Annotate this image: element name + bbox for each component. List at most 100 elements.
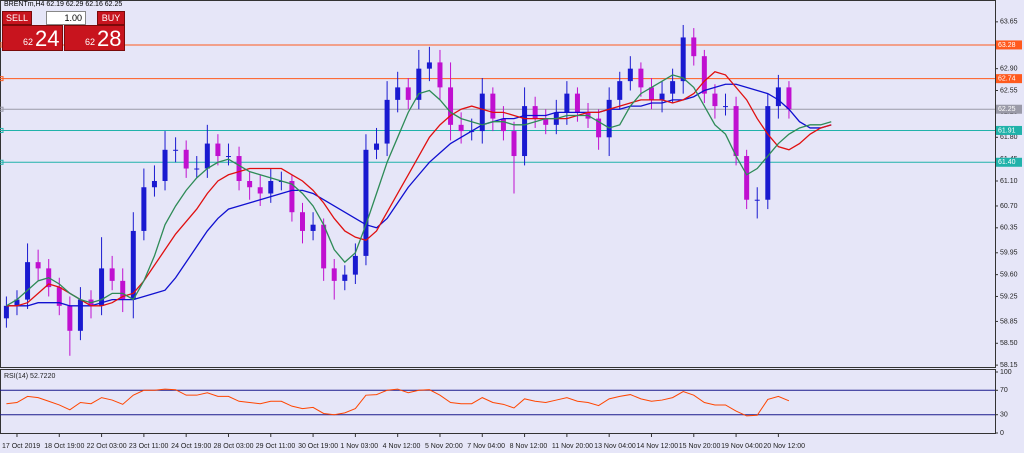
x-tick-label: 19 Nov 04:00 [721, 443, 763, 450]
candle-body [522, 106, 528, 157]
rsi-tick-label: 0 [1000, 430, 1004, 437]
candle-body [564, 93, 570, 113]
candle-body [670, 81, 676, 94]
moving-average [6, 83, 832, 307]
candle-body [173, 149, 179, 151]
candle-body [627, 68, 633, 82]
candle-body [744, 156, 750, 200]
candle-body [77, 299, 83, 331]
candle-body [363, 149, 369, 256]
buy-button[interactable]: BUY [97, 11, 125, 25]
sell-price-big: 24 [35, 26, 60, 51]
rsi-pane [0, 369, 996, 434]
candle-body [120, 280, 126, 300]
candle-body [500, 118, 506, 132]
candle-body [426, 62, 432, 69]
y-tick-label: 59.60 [1000, 271, 1018, 278]
sell-price-small: 62 [23, 37, 34, 47]
rsi-tick-label: 70 [1000, 387, 1008, 394]
buy-price[interactable]: 62 28 [64, 25, 125, 51]
candle-body [648, 87, 654, 100]
candle-body [35, 262, 41, 269]
candle-body [342, 274, 348, 281]
rsi-label: RSI(14) 52.7220 [4, 373, 55, 380]
rsi-tick-label: 30 [1000, 412, 1008, 419]
x-tick-label: 14 Nov 12:00 [636, 443, 678, 450]
sell-button[interactable]: SELL [2, 11, 32, 25]
candle-body [405, 87, 411, 100]
x-tick-label: 13 Nov 04:00 [594, 443, 636, 450]
y-tick-label: 58.85 [1000, 318, 1018, 325]
candle-body [99, 268, 105, 306]
x-tick-label: 22 Oct 03:00 [87, 443, 127, 450]
candle-body [532, 106, 538, 119]
price-level-box [996, 40, 1022, 50]
candle-body [786, 87, 792, 110]
candle-body [257, 187, 263, 194]
candle-body [596, 118, 602, 138]
candle-body [162, 149, 168, 182]
candle-body [321, 224, 327, 269]
level-marker [0, 76, 4, 82]
candle-body [659, 93, 665, 100]
candle-body [215, 143, 221, 157]
candle-body [458, 124, 464, 132]
candle-body [67, 305, 73, 331]
y-tick-label: 61.10 [1000, 178, 1018, 185]
candle-body [712, 93, 718, 107]
y-tick-label: 59.95 [1000, 250, 1018, 257]
y-tick-label: 61.80 [1000, 134, 1018, 141]
candle-body [352, 255, 358, 275]
y-tick-label: 58.50 [1000, 340, 1018, 347]
sell-price[interactable]: 62 24 [2, 25, 63, 51]
x-tick-label: 20 Nov 12:00 [763, 443, 805, 450]
candle-body [775, 87, 781, 107]
x-tick-label: 29 Oct 11:00 [256, 443, 296, 450]
candle-body [300, 212, 305, 231]
x-tick-label: 5 Nov 20:00 [425, 443, 463, 450]
candle-body [151, 181, 157, 188]
candle-body [448, 87, 454, 125]
moving-average [6, 74, 832, 307]
y-tick-label: 58.15 [1000, 362, 1018, 369]
candle-body [754, 199, 760, 201]
candle-body [236, 156, 242, 182]
lot-input[interactable]: 1.00 [46, 11, 86, 25]
candle-body [733, 106, 739, 157]
candle-body [310, 224, 316, 231]
candle-body [25, 262, 31, 300]
y-tick-label: 60.70 [1000, 203, 1018, 210]
candle-body [289, 181, 295, 213]
candle-body [395, 87, 401, 100]
candle-body [247, 181, 253, 188]
x-tick-label: 17 Oct 2019 [2, 443, 40, 450]
candle-body [194, 168, 200, 170]
x-tick-label: 7 Nov 04:00 [467, 443, 505, 450]
candle-body [606, 99, 612, 138]
x-tick-label: 18 Oct 19:00 [44, 443, 84, 450]
candle-body [617, 81, 623, 100]
price-level-box [996, 157, 1022, 167]
candle-body [701, 56, 707, 94]
candle-body [56, 287, 62, 306]
candle-body [543, 118, 549, 125]
rsi-line [6, 388, 790, 417]
price-level-label: 62.25 [998, 106, 1016, 113]
x-tick-label: 23 Oct 11:00 [129, 443, 169, 450]
x-tick-label: 1 Nov 03:00 [340, 443, 378, 450]
buy-price-big: 28 [97, 26, 122, 51]
symbol-header: BRENTm,H4 62.19 62.29 62.16 62.25 [4, 1, 123, 8]
candle-body [130, 230, 136, 300]
candle-body [109, 268, 115, 281]
price-level-label: 61.40 [998, 159, 1016, 166]
candle-body [374, 143, 380, 150]
candle-body [141, 187, 147, 231]
candle-body [680, 37, 686, 82]
candle-body [490, 93, 496, 119]
candle-body [384, 99, 390, 144]
x-tick-label: 8 Nov 12:00 [510, 443, 548, 450]
price-level-box [996, 74, 1022, 84]
candle-body [183, 149, 189, 169]
level-marker [0, 159, 4, 165]
